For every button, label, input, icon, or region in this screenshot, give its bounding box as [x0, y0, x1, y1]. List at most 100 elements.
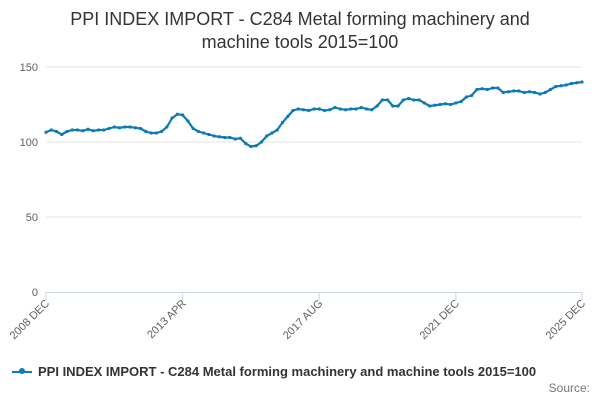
data-point[interactable] — [554, 84, 558, 89]
data-point[interactable] — [296, 107, 300, 111]
data-point[interactable] — [117, 126, 122, 130]
data-point[interactable] — [401, 98, 405, 102]
data-point[interactable] — [259, 140, 264, 144]
data-point[interactable] — [270, 131, 274, 135]
data-point[interactable] — [380, 98, 384, 102]
data-point[interactable] — [202, 131, 206, 135]
data-point[interactable] — [280, 120, 285, 125]
data-point[interactable] — [265, 134, 269, 138]
data-point[interactable] — [522, 90, 526, 95]
data-point[interactable] — [464, 95, 468, 99]
data-point[interactable] — [459, 99, 463, 104]
data-point[interactable] — [223, 135, 227, 140]
data-point[interactable] — [543, 90, 547, 95]
data-point[interactable] — [181, 113, 185, 117]
data-point[interactable] — [91, 129, 95, 133]
data-point[interactable] — [244, 141, 248, 146]
data-point[interactable] — [506, 90, 511, 94]
data-point[interactable] — [428, 104, 432, 108]
data-point[interactable] — [112, 125, 116, 129]
data-point[interactable] — [170, 116, 174, 120]
data-point[interactable] — [359, 105, 363, 110]
data-point[interactable] — [538, 92, 542, 96]
data-point[interactable] — [65, 129, 69, 134]
data-point[interactable] — [149, 131, 153, 135]
data-point[interactable] — [533, 90, 537, 95]
data-point[interactable] — [107, 126, 111, 131]
data-point[interactable] — [412, 98, 416, 102]
data-point[interactable] — [96, 128, 101, 132]
data-point[interactable] — [144, 129, 148, 134]
data-point[interactable] — [496, 86, 500, 90]
data-point[interactable] — [165, 125, 169, 129]
data-point[interactable] — [491, 86, 495, 90]
data-point[interactable] — [475, 87, 479, 92]
data-point[interactable] — [249, 144, 253, 149]
data-point[interactable] — [175, 112, 179, 116]
data-point[interactable] — [449, 102, 453, 107]
data-point[interactable] — [406, 96, 411, 101]
data-point[interactable] — [44, 130, 48, 134]
data-point[interactable] — [370, 108, 374, 112]
data-point[interactable] — [102, 128, 106, 132]
data-point[interactable] — [375, 104, 379, 108]
data-point[interactable] — [60, 132, 64, 137]
data-point[interactable] — [343, 108, 348, 112]
data-point[interactable] — [580, 80, 584, 84]
data-point[interactable] — [312, 107, 316, 111]
series-line[interactable] — [45, 80, 583, 148]
data-point[interactable] — [75, 128, 80, 132]
data-point[interactable] — [191, 126, 195, 131]
data-point[interactable] — [254, 144, 258, 148]
data-point[interactable] — [454, 101, 458, 105]
data-point[interactable] — [54, 129, 59, 134]
data-point[interactable] — [349, 107, 353, 111]
data-point[interactable] — [470, 93, 474, 98]
data-point[interactable] — [81, 129, 85, 133]
data-point[interactable] — [322, 108, 327, 113]
data-point[interactable] — [238, 136, 243, 140]
data-point[interactable] — [480, 87, 484, 91]
data-point[interactable] — [317, 107, 321, 111]
data-point[interactable] — [301, 108, 306, 112]
data-point[interactable] — [517, 89, 521, 93]
data-point[interactable] — [438, 102, 442, 107]
data-point[interactable] — [422, 101, 426, 105]
data-point[interactable] — [501, 90, 505, 95]
data-point[interactable] — [443, 102, 447, 106]
data-point[interactable] — [364, 107, 369, 111]
data-point[interactable] — [128, 125, 132, 129]
data-point[interactable] — [396, 104, 400, 108]
data-point[interactable] — [417, 98, 421, 102]
data-point[interactable] — [49, 128, 53, 132]
data-point[interactable] — [564, 83, 568, 87]
data-point[interactable] — [138, 126, 143, 131]
data-point[interactable] — [186, 119, 190, 123]
data-point[interactable] — [333, 105, 337, 110]
data-point[interactable] — [86, 127, 90, 131]
data-point[interactable] — [391, 104, 395, 108]
data-point[interactable] — [433, 103, 437, 107]
data-point[interactable] — [527, 90, 532, 94]
legend[interactable]: PPI INDEX IMPORT - C284 Metal forming ma… — [12, 364, 536, 379]
data-point[interactable] — [133, 126, 137, 130]
data-point[interactable] — [217, 135, 222, 139]
data-point[interactable] — [485, 87, 490, 92]
data-point[interactable] — [307, 108, 311, 113]
data-point[interactable] — [512, 89, 516, 93]
data-point[interactable] — [548, 87, 553, 92]
data-point[interactable] — [154, 131, 158, 135]
data-point[interactable] — [233, 137, 237, 141]
data-point[interactable] — [385, 98, 390, 102]
data-point[interactable] — [70, 128, 74, 132]
data-point[interactable] — [286, 114, 290, 119]
data-point[interactable] — [559, 84, 563, 88]
data-point[interactable] — [569, 81, 574, 86]
data-point[interactable] — [338, 107, 342, 111]
data-point[interactable] — [123, 125, 127, 129]
data-point[interactable] — [328, 108, 332, 112]
data-point[interactable] — [207, 132, 211, 137]
data-point[interactable] — [212, 134, 216, 138]
data-point[interactable] — [291, 108, 295, 113]
data-point[interactable] — [354, 107, 358, 111]
